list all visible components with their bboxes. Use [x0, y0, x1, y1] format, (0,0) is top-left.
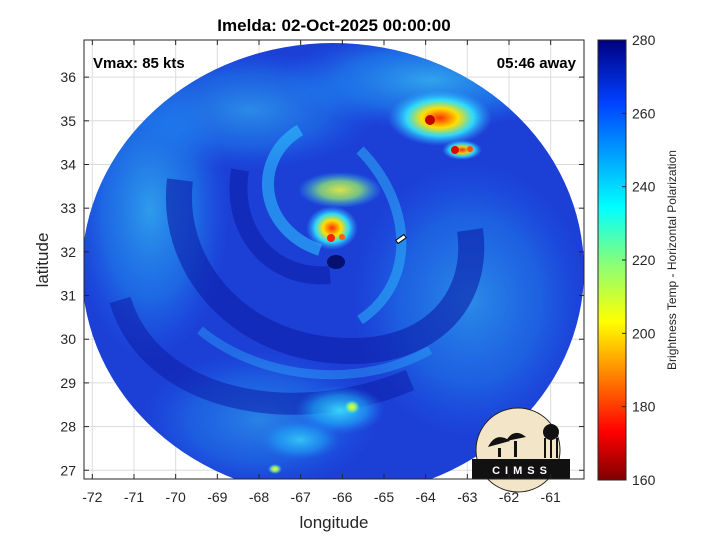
- x-tick-label: -66: [332, 489, 352, 505]
- cimss-logo-text: CIMSS: [492, 465, 552, 477]
- x-axis-ticks: -72 -71 -70 -69 -68 -67 -66 -65 -64 -63 -62 -61: [82, 40, 561, 505]
- x-tick-label: -72: [82, 489, 102, 505]
- colorbar-tick-label: 200: [632, 325, 656, 341]
- x-tick-label: -68: [249, 489, 269, 505]
- colorbar-tick-label: 280: [632, 32, 656, 48]
- colorbar-ticks: 160 180 200 220 240 260 280: [622, 32, 656, 488]
- y-tick-label: 27: [60, 462, 76, 478]
- y-tick-label: 34: [60, 156, 76, 172]
- x-tick-label: -65: [374, 489, 394, 505]
- x-tick-label: -64: [416, 489, 436, 505]
- colorbar-label: Brightness Temp - Horizontal Polarizatio…: [665, 150, 679, 370]
- x-tick-label: -69: [207, 489, 227, 505]
- y-tick-label: 33: [60, 200, 76, 216]
- y-tick-label: 32: [60, 244, 76, 260]
- time-offset-annotation: 05:46 away: [497, 55, 577, 72]
- colorbar: 160 180 200 220 240 260 280 Brightness Temp - …: [597, 32, 679, 488]
- y-axis-ticks: 27 28 29 30 31 32 33 34 35 36: [60, 69, 584, 478]
- plot-area: Vmax: 85 kts 05:46 away CIMSS -72 -71 -70-…: [60, 39, 585, 505]
- x-tick-label: -63: [457, 489, 477, 505]
- x-tick-label: -62: [499, 489, 519, 505]
- axes-box: [83, 39, 585, 480]
- colorbar-tick-label: 220: [632, 252, 656, 268]
- x-tick-label: -67: [291, 489, 311, 505]
- y-tick-label: 30: [60, 331, 76, 347]
- y-tick-label: 35: [60, 113, 76, 129]
- vmax-annotation: Vmax: 85 kts: [93, 55, 185, 72]
- x-tick-label: -71: [124, 489, 144, 505]
- y-tick-label: 31: [60, 288, 76, 304]
- colorbar-tick-label: 240: [632, 179, 656, 195]
- x-axis-label: longitude: [299, 513, 368, 532]
- x-tick-label: -70: [166, 489, 186, 505]
- colorbar-tick-label: 160: [632, 472, 656, 488]
- colorbar-tick-label: 180: [632, 399, 656, 415]
- colorbar-tick-label: 260: [632, 105, 656, 121]
- chart-title: Imelda: 02-Oct-2025 00:00:00: [217, 16, 450, 35]
- y-tick-label: 28: [60, 419, 76, 435]
- brightness-temperature-swath: [84, 43, 584, 479]
- x-tick-label: -61: [541, 489, 561, 505]
- cimss-logo: CIMSS: [472, 407, 570, 493]
- y-tick-label: 29: [60, 375, 76, 391]
- storm-center-marker: [395, 233, 407, 245]
- y-tick-label: 36: [60, 69, 76, 85]
- y-axis-label: latitude: [33, 233, 52, 288]
- colorbar-gradient: [597, 39, 627, 481]
